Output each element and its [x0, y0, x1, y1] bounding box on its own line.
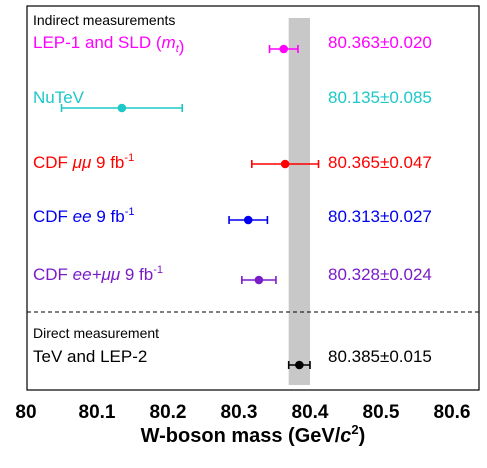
- measurement-point: [280, 159, 290, 169]
- measurement-point: [243, 215, 253, 225]
- measurement-value: 80.313±0.027: [328, 207, 432, 226]
- x-tick-label: 80.4: [292, 402, 329, 423]
- x-axis-title: W-boson mass (GeV/c2): [141, 422, 366, 447]
- x-tick-label: 80.1: [79, 402, 116, 423]
- measurement-label: TeV and LEP-2: [33, 347, 147, 366]
- measurement-point: [279, 44, 289, 54]
- plot-frame: [26, 5, 480, 391]
- x-tick-label: 80.3: [221, 402, 258, 423]
- measurement-rows: LEP-1 and SLD (mt) 80.363±0.020 NuTeV 80.13…: [33, 33, 432, 370]
- measurement-label: CDF μμ 9 fb-1: [33, 152, 134, 172]
- measurement-row: LEP-1 and SLD (mt) 80.363±0.020: [33, 33, 432, 56]
- x-tick-label: 80.6: [434, 402, 471, 423]
- measurement-value: 80.365±0.047: [328, 153, 432, 172]
- world-average-band: [288, 18, 310, 385]
- measurement-point: [254, 275, 264, 285]
- x-tick-labels: 80 80.1 80.2 80.3 80.4 80.5 80.6: [15, 402, 470, 423]
- x-tick-label: 80.2: [150, 402, 187, 423]
- measurement-label: CDF ee 9 fb-1: [33, 206, 134, 226]
- measurement-row: CDF μμ 9 fb-1 80.365±0.047: [33, 152, 432, 172]
- direct-section-title: Direct measurement: [33, 325, 159, 341]
- indirect-section-title: Indirect measurements: [33, 12, 175, 28]
- measurement-label: LEP-1 and SLD (mt): [33, 33, 184, 56]
- measurement-value: 80.135±0.085: [328, 88, 432, 107]
- measurement-point: [295, 360, 304, 370]
- measurement-value: 80.363±0.020: [328, 33, 432, 52]
- measurement-point: [117, 103, 127, 113]
- x-tick-label: 80: [15, 402, 36, 423]
- measurement-value: 80.328±0.024: [328, 265, 432, 284]
- measurement-label: CDF ee+μμ 9 fb-1: [33, 264, 163, 284]
- measurement-label: NuTeV: [33, 88, 85, 107]
- measurement-row: TeV and LEP-2 80.385±0.015: [33, 347, 432, 370]
- measurement-value: 80.385±0.015: [328, 347, 432, 366]
- measurement-row: NuTeV 80.135±0.085: [33, 88, 432, 113]
- measurement-row: CDF ee+μμ 9 fb-1 80.328±0.024: [33, 264, 432, 285]
- measurement-row: CDF ee 9 fb-1 80.313±0.027: [33, 206, 432, 226]
- x-tick-label: 80.5: [363, 402, 400, 423]
